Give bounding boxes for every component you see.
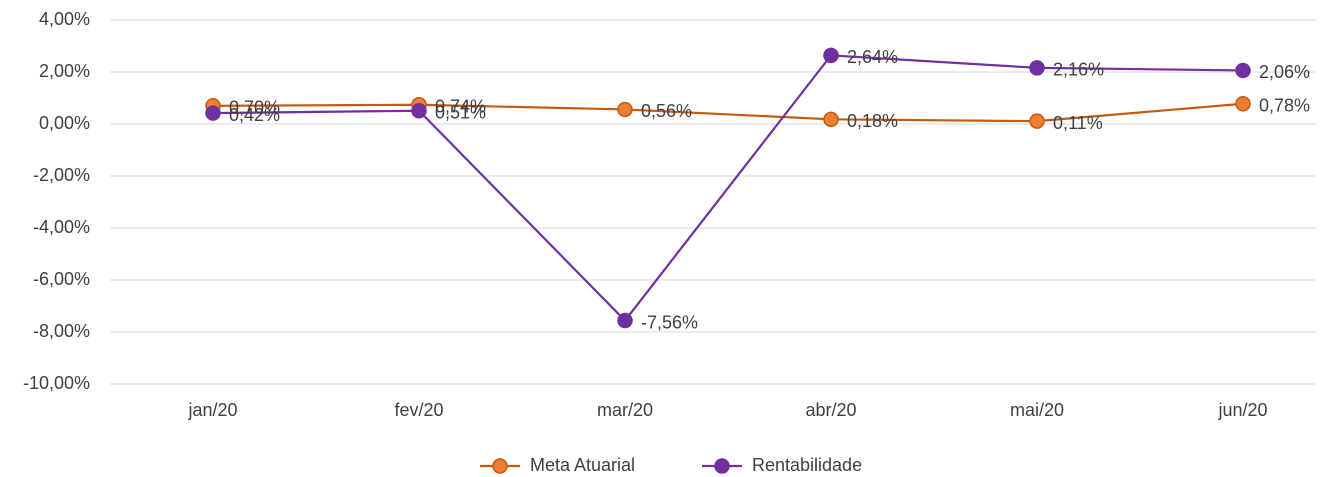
data-point bbox=[1235, 95, 1251, 112]
data-point bbox=[823, 111, 839, 128]
data-label: -7,56% bbox=[641, 312, 698, 332]
series-line bbox=[212, 102, 1244, 123]
data-point bbox=[1029, 60, 1045, 76]
y-tick-label: 0,00% bbox=[39, 113, 90, 133]
x-tick-label: jun/20 bbox=[1217, 400, 1267, 420]
y-tick-label: 2,00% bbox=[39, 61, 90, 81]
data-point bbox=[617, 101, 633, 118]
y-tick-label: 4,00% bbox=[39, 9, 90, 29]
data-point bbox=[823, 47, 839, 64]
x-tick-label: jan/20 bbox=[187, 400, 237, 420]
data-label: 0,70% bbox=[229, 98, 280, 118]
legend-marker bbox=[492, 458, 508, 474]
data-label: 2,64% bbox=[847, 47, 898, 67]
data-label: 0,42% bbox=[229, 105, 280, 125]
data-point bbox=[1029, 113, 1045, 129]
data-point bbox=[205, 105, 221, 121]
x-tick-label: mar/20 bbox=[597, 400, 653, 420]
legend-label: Meta Atuarial bbox=[530, 455, 635, 475]
data-label: 0,11% bbox=[1053, 113, 1103, 133]
x-tick-label: fev/20 bbox=[394, 400, 443, 420]
y-tick-label: -6,00% bbox=[33, 269, 90, 289]
data-point bbox=[411, 102, 427, 119]
y-tick-label: -2,00% bbox=[33, 165, 90, 185]
data-label: 0,78% bbox=[1259, 95, 1310, 115]
data-label: 0,51% bbox=[435, 102, 486, 122]
data-point bbox=[1235, 62, 1251, 79]
data-point bbox=[617, 312, 633, 329]
data-label: 0,74% bbox=[435, 97, 486, 117]
data-label: 2,06% bbox=[1259, 62, 1310, 82]
x-tick-label: mai/20 bbox=[1010, 400, 1064, 420]
data-label: 2,16% bbox=[1053, 60, 1104, 80]
y-tick-label: -4,00% bbox=[33, 217, 90, 237]
data-label: 0,56% bbox=[641, 101, 692, 121]
y-tick-label: -8,00% bbox=[33, 321, 90, 341]
series-line bbox=[212, 54, 1244, 323]
y-tick-label: -10,00% bbox=[23, 373, 90, 393]
data-label: 0,18% bbox=[847, 111, 898, 131]
legend-marker bbox=[714, 458, 730, 474]
x-tick-label: abr/20 bbox=[805, 400, 856, 420]
legend-label: Rentabilidade bbox=[752, 455, 862, 475]
